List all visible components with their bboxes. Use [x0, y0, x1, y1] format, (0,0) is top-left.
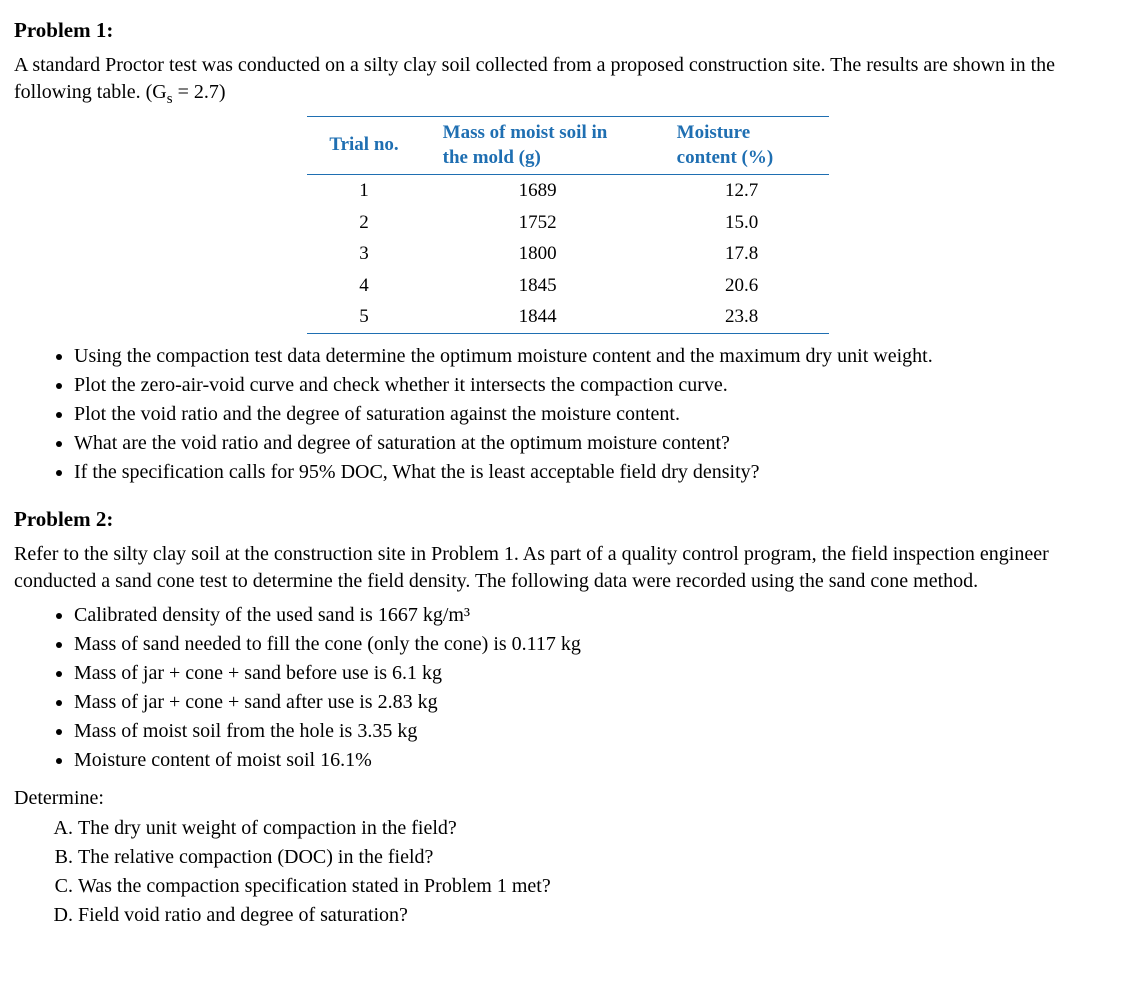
- determine-list: The dry unit weight of compaction in the…: [14, 814, 1122, 930]
- table-row: 2 1752 15.0: [307, 207, 828, 239]
- list-item: Was the compaction specification stated …: [78, 872, 1122, 901]
- list-item: Calibrated density of the used sand is 1…: [74, 601, 1122, 630]
- cell: 1844: [421, 301, 655, 333]
- table-header-moisture: Moisture content (%): [655, 116, 829, 174]
- cell: 5: [307, 301, 420, 333]
- cell: 20.6: [655, 270, 829, 302]
- table-header-mass: Mass of moist soil in the mold (g): [421, 116, 655, 174]
- list-item: Mass of jar + cone + sand after use is 2…: [74, 688, 1122, 717]
- intro-text-b: = 2.7): [173, 81, 226, 103]
- list-item: Field void ratio and degree of saturatio…: [78, 901, 1122, 930]
- cell: 1752: [421, 207, 655, 239]
- list-item: If the specification calls for 95% DOC, …: [74, 458, 1122, 487]
- cell: 1: [307, 174, 420, 206]
- proctor-test-table: Trial no. Mass of moist soil in the mold…: [307, 116, 828, 334]
- list-item: What are the void ratio and degree of sa…: [74, 429, 1122, 458]
- problem-2-heading: Problem 2:: [14, 505, 1122, 533]
- cell: 15.0: [655, 207, 829, 239]
- cell: 12.7: [655, 174, 829, 206]
- list-item: Mass of sand needed to fill the cone (on…: [74, 630, 1122, 659]
- cell: 17.8: [655, 238, 829, 270]
- problem-2-intro: Refer to the silty clay soil at the cons…: [14, 541, 1122, 595]
- cell: 23.8: [655, 301, 829, 333]
- table-row: 5 1844 23.8: [307, 301, 828, 333]
- cell: 3: [307, 238, 420, 270]
- list-item: The relative compaction (DOC) in the fie…: [78, 843, 1122, 872]
- table-row: 1 1689 12.7: [307, 174, 828, 206]
- list-item: Mass of jar + cone + sand before use is …: [74, 659, 1122, 688]
- cell: 1800: [421, 238, 655, 270]
- list-item: The dry unit weight of compaction in the…: [78, 814, 1122, 843]
- list-item: Moisture content of moist soil 16.1%: [74, 746, 1122, 775]
- cell: 4: [307, 270, 420, 302]
- table-header-trial: Trial no.: [307, 116, 420, 174]
- cell: 2: [307, 207, 420, 239]
- list-item: Plot the void ratio and the degree of sa…: [74, 400, 1122, 429]
- list-item: Using the compaction test data determine…: [74, 342, 1122, 371]
- list-item: Plot the zero-air-void curve and check w…: [74, 371, 1122, 400]
- determine-label: Determine:: [14, 785, 1122, 812]
- cell: 1845: [421, 270, 655, 302]
- problem-1-tasks: Using the compaction test data determine…: [14, 342, 1122, 487]
- table-row: 4 1845 20.6: [307, 270, 828, 302]
- problem-2-data-list: Calibrated density of the used sand is 1…: [14, 601, 1122, 775]
- list-item: Mass of moist soil from the hole is 3.35…: [74, 717, 1122, 746]
- table-row: 3 1800 17.8: [307, 238, 828, 270]
- problem-1-heading: Problem 1:: [14, 16, 1122, 44]
- problem-1-intro: A standard Proctor test was conducted on…: [14, 52, 1122, 109]
- cell: 1689: [421, 174, 655, 206]
